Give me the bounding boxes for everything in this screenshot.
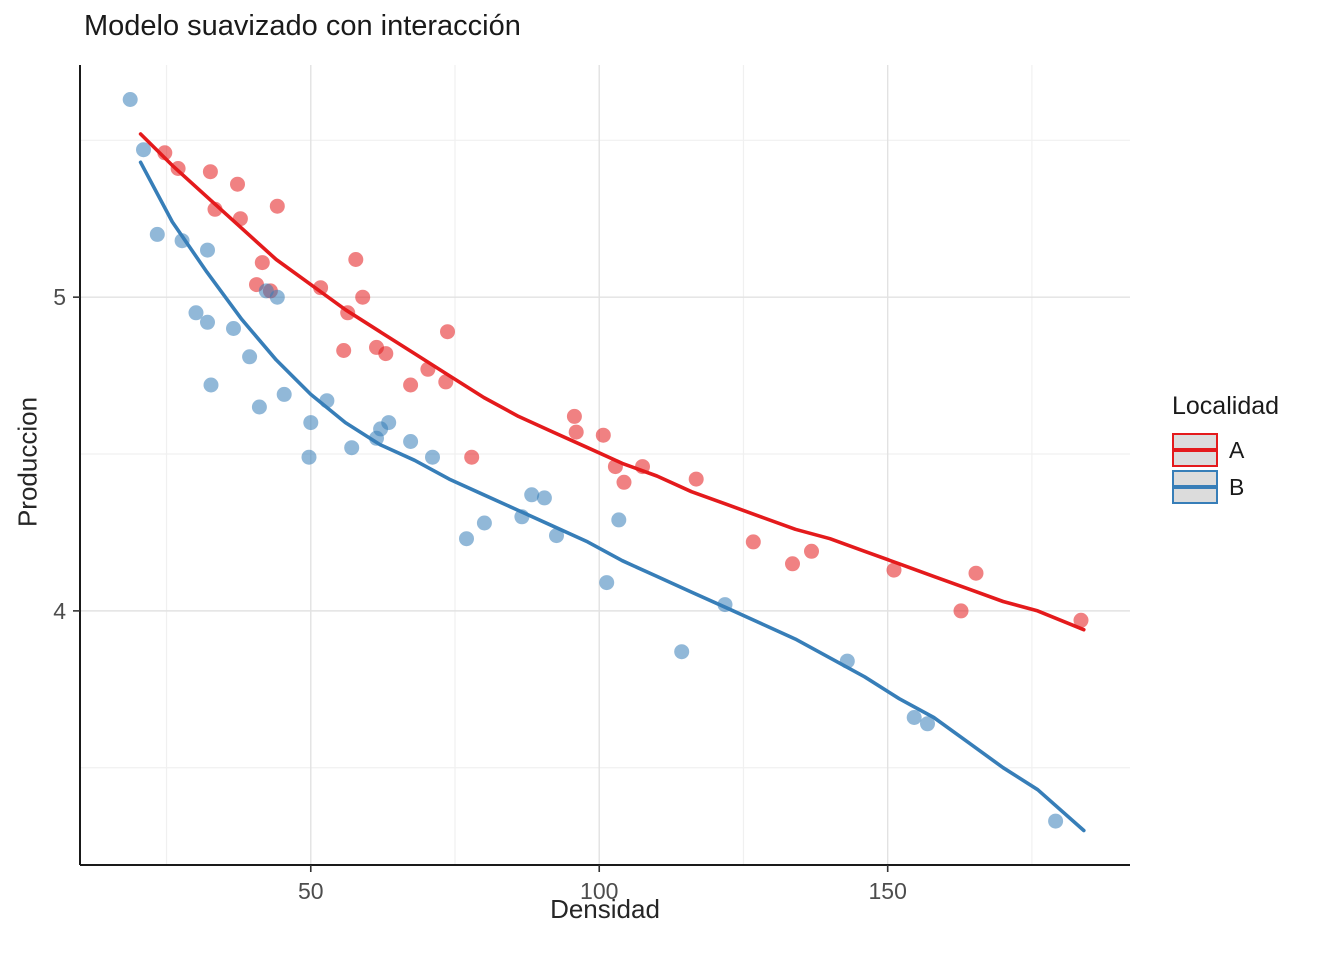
- data-point-b: [276, 386, 292, 402]
- x-axis-label: Densidad: [550, 894, 660, 924]
- smooth-line-a: [138, 132, 1086, 632]
- data-point-b: [149, 226, 165, 242]
- data-point-a: [230, 176, 245, 192]
- legend-key-a: [1172, 433, 1218, 467]
- x-tick-label: 100: [580, 878, 618, 904]
- data-point-a: [595, 427, 611, 443]
- y-tick-label: 5: [53, 284, 66, 310]
- data-point-b: [403, 434, 419, 449]
- data-point-a: [202, 164, 218, 180]
- chart-title: Modelo suavizado con interacción: [84, 10, 521, 42]
- legend-label-b: B: [1229, 473, 1245, 500]
- data-point-a: [464, 449, 480, 465]
- smooth-line-b: [138, 160, 1086, 833]
- data-point-a: [438, 374, 454, 390]
- data-point-b: [258, 283, 274, 299]
- data-point-b: [524, 487, 540, 503]
- legend-key-b: [1172, 470, 1218, 504]
- legend-key-line-a: [1174, 448, 1216, 452]
- data-point-b: [549, 528, 564, 544]
- x-tick-label: 150: [869, 878, 907, 904]
- data-point-b: [599, 575, 615, 591]
- data-point-b: [344, 440, 360, 456]
- data-point-a: [336, 343, 352, 358]
- data-point-b: [476, 515, 492, 531]
- data-point-b: [906, 710, 922, 725]
- legend-item-a: A: [1172, 433, 1279, 467]
- data-point-a: [968, 565, 984, 581]
- data-point-b: [1048, 813, 1064, 829]
- data-point-a: [688, 471, 704, 487]
- y-tick-label: 4: [53, 598, 66, 624]
- data-point-b: [200, 314, 215, 330]
- data-point-b: [251, 399, 267, 415]
- data-point-a: [953, 603, 969, 619]
- data-point-b: [611, 512, 627, 528]
- data-point-b: [536, 490, 552, 506]
- data-point-b: [425, 449, 440, 465]
- legend: Localidad A B: [1172, 392, 1279, 507]
- data-point-b: [242, 349, 258, 365]
- data-point-b: [459, 531, 474, 547]
- legend-label-a: A: [1229, 436, 1245, 463]
- data-point-a: [440, 324, 455, 340]
- x-tick-label: 50: [298, 878, 324, 904]
- legend-item-b: B: [1172, 470, 1279, 504]
- data-point-b: [188, 305, 204, 321]
- data-point-b: [674, 644, 690, 660]
- data-point-a: [785, 556, 800, 572]
- data-point-a: [616, 474, 632, 490]
- data-point-a: [269, 198, 285, 214]
- data-point-a: [568, 424, 584, 440]
- data-point-a: [1073, 612, 1089, 628]
- data-point-b: [301, 449, 317, 465]
- data-point-a: [403, 377, 419, 393]
- data-point-a: [355, 289, 371, 305]
- data-point-b: [200, 242, 215, 258]
- data-point-b: [226, 321, 241, 336]
- data-point-b: [203, 377, 219, 393]
- data-point-b: [303, 415, 319, 431]
- legend-title: Localidad: [1172, 392, 1280, 420]
- data-point-b: [920, 716, 935, 732]
- data-point-a: [313, 280, 329, 296]
- data-point-b: [122, 92, 138, 107]
- data-point-a: [566, 408, 582, 424]
- y-axis-label: Produccion: [12, 396, 43, 528]
- data-point-a: [886, 562, 902, 578]
- data-point-a: [745, 534, 761, 550]
- data-point-b: [136, 142, 151, 158]
- data-point-a: [254, 255, 270, 271]
- data-point-b: [381, 415, 397, 431]
- data-point-a: [378, 346, 394, 362]
- data-point-b: [269, 289, 285, 305]
- data-point-a: [804, 543, 819, 559]
- data-point-a: [348, 252, 364, 267]
- legend-key-line-b: [1174, 485, 1216, 489]
